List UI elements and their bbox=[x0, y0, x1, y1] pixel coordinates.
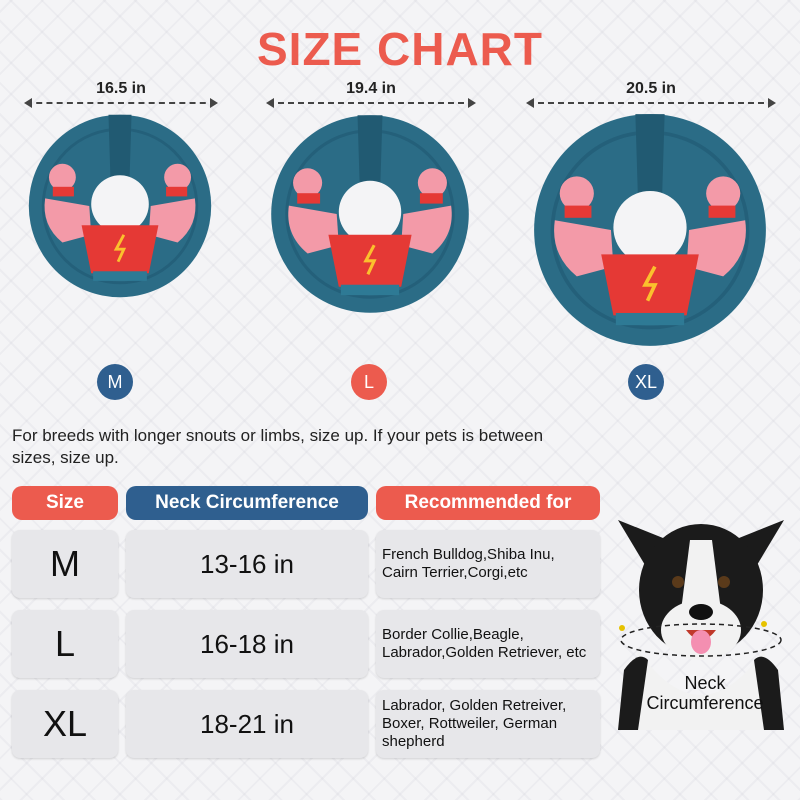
header-size: Size bbox=[12, 486, 118, 520]
size-badge-m: M bbox=[97, 364, 133, 400]
neck-circumference-label: Neck Circumference bbox=[646, 673, 764, 713]
header-recommended-for: Recommended for bbox=[376, 486, 600, 520]
size-badge-l: L bbox=[351, 364, 387, 400]
dimension-m-arrow bbox=[24, 98, 218, 108]
sizing-note: For breeds with longer snouts or limbs, … bbox=[12, 426, 544, 467]
row-xl-recommended: Labrador, Golden Retreiver, Boxer, Rottw… bbox=[376, 690, 600, 758]
size-badge-xl: XL bbox=[628, 364, 664, 400]
collar-l-image bbox=[271, 115, 469, 313]
row-xl-neck: 18-21 in bbox=[126, 690, 368, 758]
dimension-xl-label: 20.5 in bbox=[626, 80, 676, 97]
dimension-l-label: 19.4 in bbox=[346, 80, 396, 97]
dimension-xl-arrow bbox=[526, 98, 776, 108]
dimension-l-arrow bbox=[266, 98, 476, 108]
row-l-size: L bbox=[12, 610, 118, 678]
collar-m-image bbox=[28, 114, 212, 298]
header-neck-circumference: Neck Circumference bbox=[126, 486, 368, 520]
collar-xl-image bbox=[534, 114, 766, 346]
row-xl-size: XL bbox=[12, 690, 118, 758]
dimension-m-label: 16.5 in bbox=[96, 80, 146, 97]
row-l-recommended: Border Collie,Beagle, Labrador,Golden Re… bbox=[376, 610, 600, 678]
dimension-l: 19.4 in bbox=[266, 80, 476, 110]
row-m-size: M bbox=[12, 530, 118, 598]
row-m-recommended: French Bulldog,Shiba Inu, Cairn Terrier,… bbox=[376, 530, 600, 598]
dog-photo bbox=[618, 520, 784, 730]
row-m-neck: 13-16 in bbox=[126, 530, 368, 598]
dimension-m: 16.5 in bbox=[24, 80, 218, 110]
row-l-neck: 16-18 in bbox=[126, 610, 368, 678]
dimension-xl: 20.5 in bbox=[526, 80, 776, 110]
size-chart-title: SIZE CHART bbox=[257, 23, 543, 75]
